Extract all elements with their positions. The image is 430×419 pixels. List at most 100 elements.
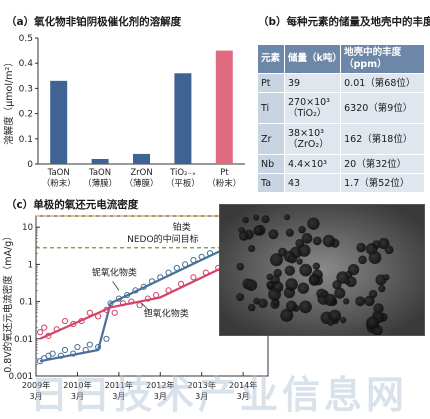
data-point bbox=[177, 280, 185, 287]
nanoparticle bbox=[245, 279, 258, 291]
data-point bbox=[124, 291, 131, 299]
cell-abundance: 20（第32位） bbox=[340, 154, 425, 174]
y-tick-label: 0.1 bbox=[19, 298, 33, 308]
solubility-bar-chart: 00.10.20.30.40.5溶解度（μmol/m²）TaON（粉末）TaON… bbox=[3, 34, 245, 189]
reserve-value: 270×10³ bbox=[288, 97, 330, 108]
ta-series-label: 钽氧化物类 bbox=[144, 307, 189, 319]
y-tick-label: 1 bbox=[28, 260, 33, 270]
data-point bbox=[49, 350, 56, 357]
element-reserve-table: 元素 储量（k吨） 地壳中的丰度（ppm） Pt 39 0.01（第68位） T… bbox=[257, 44, 425, 193]
nanoparticle bbox=[366, 316, 380, 330]
header-reserve: 储量（k吨） bbox=[283, 44, 342, 74]
data-point bbox=[45, 332, 52, 339]
cell-abundance: 6320（第9位） bbox=[340, 92, 425, 124]
data-point bbox=[57, 352, 64, 359]
y-tick-label: 0.01 bbox=[14, 335, 33, 345]
nanoparticle bbox=[235, 293, 245, 302]
x-tick-label: 2009年 bbox=[22, 380, 50, 390]
nanoparticle bbox=[261, 215, 270, 224]
nanoparticle bbox=[285, 278, 298, 291]
cell-reserve: 4.4×10³ bbox=[283, 154, 342, 174]
y-tick-label: 0.4 bbox=[19, 59, 34, 69]
bar bbox=[133, 153, 150, 164]
y-axis-label: 溶解度（μmol/m²） bbox=[3, 57, 15, 145]
x-tick-label: TaON bbox=[47, 168, 70, 178]
nanoparticle bbox=[307, 217, 320, 230]
cell-element: Nb bbox=[257, 154, 285, 174]
nanoparticle bbox=[340, 316, 347, 324]
nanoparticle bbox=[273, 268, 282, 278]
data-point bbox=[190, 257, 197, 264]
table-row: Pt 39 0.01（第68位） bbox=[257, 73, 425, 93]
panel-b-title: （b）每种元素的储量及地壳中的丰度 bbox=[258, 16, 430, 28]
nanoparticle bbox=[280, 308, 294, 322]
y-tick-label: 0.1 bbox=[19, 135, 33, 145]
nanoparticle bbox=[364, 295, 375, 307]
panel-a-title: （a）氧化物非铂阴极催化剂的溶解度 bbox=[6, 16, 182, 28]
data-point bbox=[82, 346, 89, 354]
nanoparticle bbox=[334, 287, 346, 299]
cell-element: Ti bbox=[257, 92, 285, 124]
data-point bbox=[190, 274, 197, 281]
y-tick-label: 0.3 bbox=[19, 84, 33, 94]
nanoparticle bbox=[301, 233, 313, 244]
table-row: Ta 43 1.7（第52位） bbox=[257, 173, 425, 193]
cell-abundance: 0.01（第68位） bbox=[340, 73, 425, 93]
nanoparticle bbox=[368, 251, 382, 264]
data-point bbox=[86, 309, 93, 316]
nanoparticle bbox=[343, 278, 351, 285]
data-point bbox=[153, 291, 160, 299]
nanoparticle bbox=[270, 253, 283, 267]
nb-series-label: 铌氧化物类 bbox=[92, 267, 137, 279]
nanoparticle bbox=[284, 214, 291, 221]
nanoparticle bbox=[296, 258, 303, 265]
data-point bbox=[165, 287, 172, 294]
data-point bbox=[37, 358, 44, 365]
nanoparticle bbox=[378, 285, 386, 293]
ta-label-leader bbox=[141, 303, 151, 312]
nanoparticle bbox=[253, 214, 260, 221]
nanoparticle bbox=[270, 275, 280, 285]
nanoparticle bbox=[358, 255, 367, 265]
data-point bbox=[95, 343, 102, 351]
data-point bbox=[103, 335, 110, 342]
data-point bbox=[37, 329, 44, 336]
nanoparticle bbox=[368, 289, 378, 299]
nanoparticle bbox=[322, 234, 336, 248]
cell-element: Ta bbox=[257, 173, 285, 193]
nanoparticle bbox=[332, 280, 342, 290]
x-tick-sublabel: （平板） bbox=[166, 178, 200, 189]
tem-micrograph-image bbox=[219, 204, 425, 336]
data-point bbox=[198, 253, 205, 260]
header-element: 元素 bbox=[257, 44, 285, 74]
x-tick-label: 2012年 bbox=[146, 380, 174, 390]
nanoparticle bbox=[347, 264, 360, 276]
data-point bbox=[78, 317, 85, 325]
y-tick-label: 0 bbox=[27, 160, 33, 170]
nanoparticle bbox=[258, 298, 268, 309]
data-point bbox=[128, 298, 135, 305]
x-tick-sublabel: 3月 bbox=[154, 392, 167, 401]
data-point bbox=[140, 283, 147, 290]
series-trend-line bbox=[39, 256, 244, 340]
reserve-note: （TiO₂） bbox=[288, 108, 327, 119]
nanoparticle bbox=[285, 300, 297, 312]
series-trend-line bbox=[39, 239, 244, 363]
x-tick-sublabel: （粉末） bbox=[42, 178, 76, 189]
x-tick-label: 2014年 bbox=[229, 380, 257, 390]
bar bbox=[174, 73, 192, 164]
nanoparticle bbox=[268, 287, 281, 301]
data-point bbox=[86, 341, 93, 348]
data-point bbox=[136, 302, 143, 309]
nanoparticle bbox=[297, 282, 310, 294]
cell-element: Pt bbox=[257, 73, 285, 93]
nanoparticle bbox=[236, 262, 245, 271]
nanoparticle bbox=[242, 216, 249, 224]
x-tick-label: 2011年 bbox=[105, 380, 133, 390]
pt-line-label: 铂类 bbox=[173, 221, 191, 233]
data-point bbox=[103, 306, 110, 313]
cell-element: Zr bbox=[257, 123, 285, 155]
y-tick-label: 10 bbox=[22, 223, 33, 233]
x-tick-label: Pt bbox=[220, 168, 229, 178]
x-tick-label: 2010年 bbox=[63, 380, 91, 390]
